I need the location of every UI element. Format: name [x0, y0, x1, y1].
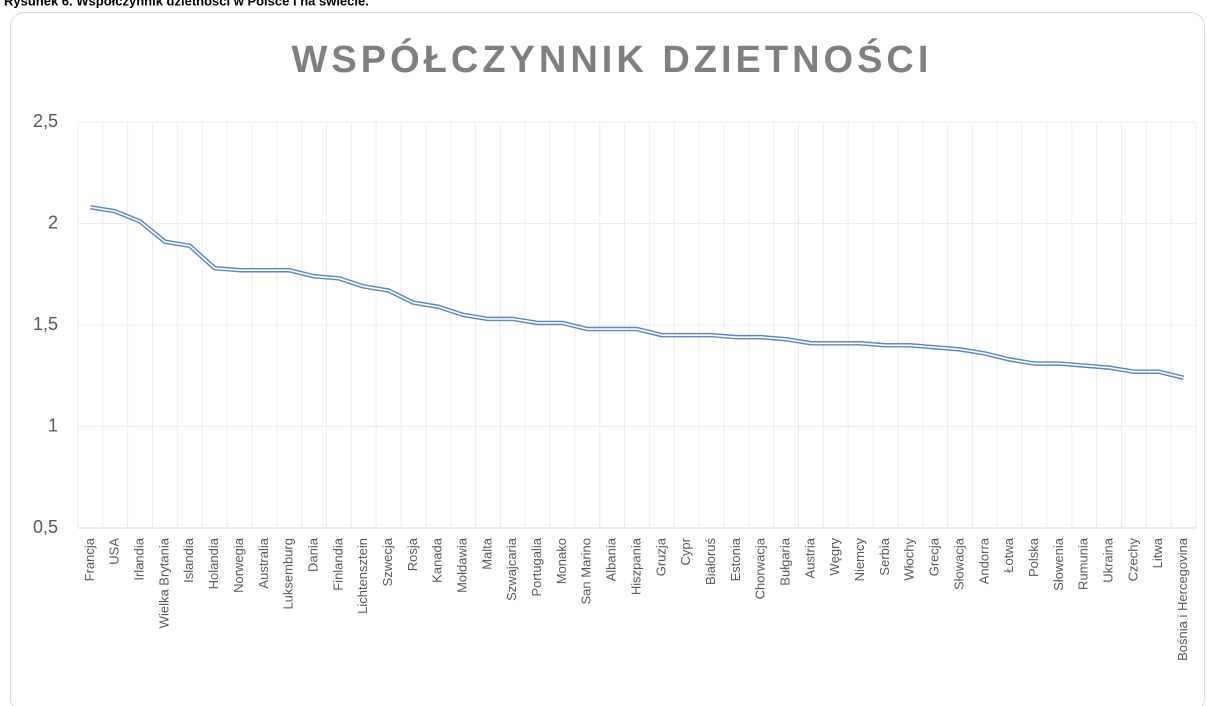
x-tick-label: Cypr — [678, 537, 693, 565]
x-tick-label: Szwecja — [380, 537, 395, 586]
x-tick-label: Białoruś — [703, 538, 718, 585]
x-tick-label: Austria — [802, 537, 817, 578]
x-tick-label: Gruzja — [653, 537, 668, 576]
x-tick-label: Mołdawia — [455, 537, 470, 593]
x-tick-label: Australia — [256, 537, 271, 588]
x-tick-label: Szwajcaria — [504, 537, 519, 601]
x-tick-label: Irlandia — [132, 537, 147, 580]
x-tick-label: Czechy — [1125, 538, 1140, 582]
x-tick-label: Serbia — [877, 537, 892, 575]
x-tick-label: Malta — [479, 537, 494, 570]
x-tick-label: Węgry — [827, 538, 842, 576]
x-tick-label: Ukraina — [1100, 537, 1115, 583]
x-tick-label: Niemcy — [852, 538, 867, 582]
y-tick-label: 1,5 — [33, 314, 58, 334]
x-tick-label: Monako — [554, 538, 569, 584]
x-tick-label: Chorwacja — [753, 537, 768, 599]
x-tick-label: Dania — [305, 537, 320, 572]
line-highlight — [90, 206, 1184, 379]
x-tick-label: Estonia — [728, 537, 743, 581]
x-tick-label: Albania — [604, 537, 619, 581]
x-tick-label: Słowenia — [1051, 537, 1066, 591]
x-tick-label: Rosja — [405, 537, 420, 571]
y-tick-label: 2 — [48, 212, 58, 232]
y-tick-label: 2,5 — [33, 111, 58, 131]
y-tick-label: 1 — [48, 415, 58, 435]
x-tick-label: Wielka Brytania — [156, 537, 171, 628]
x-tick-label: Bośnia i Hercegovina — [1175, 537, 1190, 661]
x-tick-label: Norwegia — [231, 537, 246, 593]
x-tick-label: Hiszpania — [628, 537, 643, 595]
x-tick-label: Holandia — [206, 537, 221, 589]
x-tick-label: Łotwa — [1001, 537, 1016, 572]
x-tick-label: Litwa — [1150, 537, 1165, 568]
caption: Rysunek 6. Współczynnik dzietności w Pol… — [4, 0, 369, 8]
x-tick-label: Polska — [1026, 537, 1041, 577]
x-tick-label: Kanada — [430, 537, 445, 583]
x-tick-label: Finlandia — [330, 537, 345, 591]
x-tick-label: Słowacja — [951, 537, 966, 590]
chart-title: WSPÓŁCZYNNIK DZIETNOŚCI — [292, 37, 933, 81]
x-tick-label: Francja — [82, 537, 97, 581]
x-tick-label: San Marino — [579, 538, 594, 604]
y-tick-label: 0,5 — [33, 517, 58, 537]
x-tick-label: Włochy — [902, 538, 917, 581]
x-tick-label: Luksemburg — [281, 538, 296, 610]
chart-frame — [10, 12, 1205, 706]
x-tick-label: Rumunia — [1076, 537, 1091, 590]
x-tick-label: Islandia — [181, 537, 196, 583]
x-tick-label: Portugalia — [529, 537, 544, 596]
x-tick-label: Grecja — [927, 537, 942, 576]
x-tick-label: Bułgaria — [778, 537, 793, 585]
x-tick-label: Andorra — [976, 537, 991, 584]
x-tick-label: Lichtensztein — [355, 538, 370, 614]
x-tick-label: USA — [107, 538, 122, 565]
